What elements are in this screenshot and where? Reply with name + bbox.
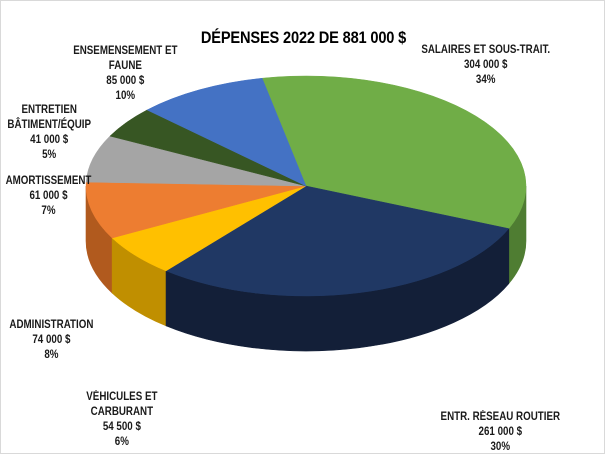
label-entretien-name-2: BÂTIMENT/ÉQUIP	[7, 119, 92, 131]
label-administration-value: 74 000 $	[32, 334, 71, 346]
label-salaires-name: SALAIRES ET SOUS-TRAIT.	[421, 44, 551, 56]
label-salaires-percent: 34%	[475, 74, 496, 86]
label-amortissement-percent: 7%	[41, 205, 56, 217]
label-ensemensement-value: 85 000 $	[106, 75, 145, 87]
label-ensemensement-name-1: ENSEMENSEMENT ET	[73, 45, 178, 57]
label-vehicules: VÉHICULES ET CARBURANT 54 500 $ 6%	[86, 390, 157, 450]
chart-title: DÉPENSES 2022 DE 881 000 $	[200, 28, 407, 47]
label-administration-name: ADMINISTRATION	[9, 319, 94, 331]
label-entretien: ENTRETIEN BÂTIMENT/ÉQUIP 41 000 $ 5%	[7, 103, 91, 163]
label-entr-reseau: ENTR. RÉSEAU ROUTIER 261 000 $ 30%	[441, 410, 560, 455]
label-vehicules-percent: 6%	[114, 436, 129, 448]
label-vehicules-name-2: CARBURANT	[90, 406, 154, 418]
pie-slice-1	[165, 185, 510, 297]
label-administration: ADMINISTRATION 74 000 $ 8%	[9, 318, 93, 363]
pie-tops	[85, 75, 527, 297]
label-vehicules-name-1: VÉHICULES ET	[86, 391, 158, 403]
label-entretien-name-1: ENTRETIEN	[21, 104, 77, 116]
label-ensemensement: ENSEMENSEMENT ET FAUNE 85 000 $ 10%	[73, 44, 177, 104]
label-entretien-value: 41 000 $	[30, 134, 69, 146]
label-ensemensement-name-2: FAUNE	[108, 60, 142, 72]
label-amortissement-name: AMORTISSEMENT	[5, 175, 92, 187]
label-salaires-value: 304 000 $	[463, 59, 508, 71]
label-entr-reseau-name: ENTR. RÉSEAU ROUTIER	[440, 411, 561, 423]
pie-slice-3	[85, 181, 307, 239]
label-vehicules-value: 54 500 $	[102, 421, 141, 433]
label-salaires: SALAIRES ET SOUS-TRAIT. 304 000 $ 34%	[421, 43, 550, 88]
label-entretien-percent: 5%	[42, 149, 57, 161]
label-amortissement-value: 61 000 $	[29, 190, 68, 202]
label-amortissement: AMORTISSEMENT 61 000 $ 7%	[6, 174, 92, 219]
label-entr-reseau-percent: 30%	[490, 441, 511, 453]
label-ensemensement-percent: 10%	[115, 90, 136, 102]
pie-slice-6	[146, 77, 307, 187]
label-administration-percent: 8%	[44, 349, 59, 361]
label-entr-reseau-value: 261 000 $	[478, 426, 523, 438]
